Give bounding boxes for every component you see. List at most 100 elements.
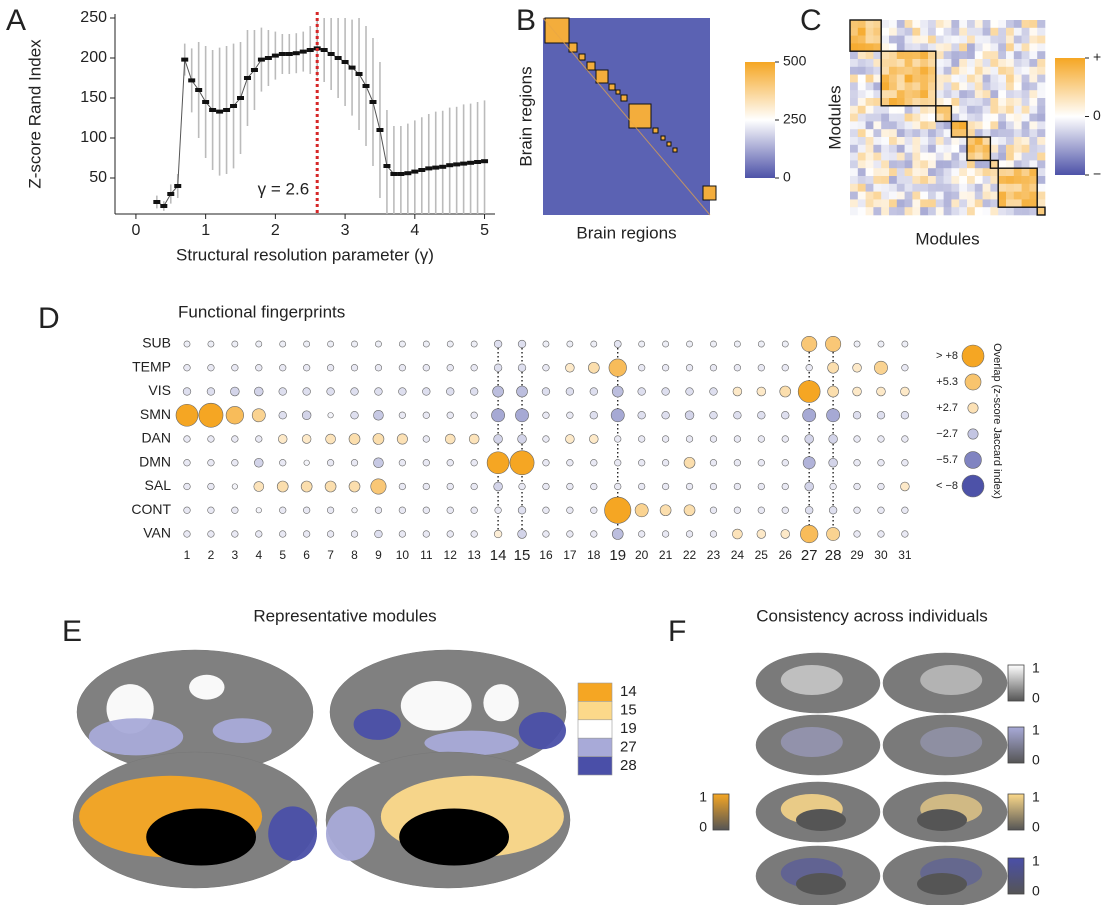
dot: [542, 506, 550, 514]
matrix-cell: [959, 160, 968, 169]
column-label: 18: [587, 548, 601, 562]
matrix-cell: [920, 121, 929, 130]
matrix-cell: [857, 121, 866, 130]
dot: [566, 530, 574, 538]
module-block: [544, 17, 570, 44]
y-tick-label: 250: [80, 9, 107, 26]
dot: [733, 435, 741, 443]
matrix-cell: [920, 199, 929, 208]
matrix-cell: [1029, 144, 1038, 153]
matrix-cell: [990, 121, 999, 130]
matrix-cell: [1006, 59, 1015, 68]
matrix-cell: [974, 43, 983, 52]
dot: [805, 364, 813, 372]
data-point: [439, 164, 447, 169]
dot: [805, 506, 814, 515]
matrix-cell: [1006, 51, 1015, 60]
matrix-cell: [881, 168, 890, 177]
dot: [422, 506, 430, 514]
dot: [877, 506, 885, 514]
dot: [303, 340, 311, 348]
data-point: [453, 162, 461, 167]
matrix-cell: [982, 144, 991, 153]
matrix-cell: [935, 160, 944, 169]
matrix-cell: [873, 144, 882, 153]
matrix-cell: [1006, 74, 1015, 83]
matrix-cell: [881, 51, 890, 60]
data-point: [181, 57, 189, 62]
matrix-cell: [873, 27, 882, 36]
matrix-cell: [951, 43, 960, 52]
dot: [853, 530, 861, 538]
matrix-cell: [967, 191, 976, 200]
matrix-cell: [1013, 191, 1022, 200]
matrix-cell: [935, 207, 944, 216]
dot: [446, 482, 454, 491]
matrix-cell: [935, 98, 944, 107]
dot: [516, 385, 528, 398]
dot: [590, 482, 598, 491]
matrix-cell: [1029, 90, 1038, 99]
column-label: 4: [255, 548, 262, 562]
dot: [900, 411, 910, 420]
matrix-cell: [959, 27, 968, 36]
matrix-cell: [865, 74, 874, 83]
x-axis-label: Modules: [915, 229, 979, 248]
matrix-cell: [967, 20, 976, 29]
matrix-cell: [881, 35, 890, 44]
dot: [661, 435, 670, 443]
x-tick-label: 4: [410, 222, 419, 239]
matrix-cell: [928, 20, 937, 29]
matrix-cell: [1037, 121, 1046, 130]
matrix-cell: [920, 183, 929, 192]
matrix-cell: [974, 113, 983, 122]
dot: [852, 411, 862, 420]
matrix-cell: [912, 51, 921, 60]
dot: [491, 408, 505, 423]
column-label: 2: [208, 548, 215, 562]
matrix-cell: [951, 113, 960, 122]
dot: [207, 340, 215, 348]
matrix-cell: [1006, 199, 1015, 208]
matrix-cell: [951, 199, 960, 208]
matrix-cell: [912, 199, 921, 208]
matrix-cell: [857, 207, 866, 216]
dot: [470, 340, 478, 348]
matrix-cell: [998, 191, 1007, 200]
matrix-cell: [873, 59, 882, 68]
matrix-cell: [881, 176, 890, 185]
matrix-cell: [904, 74, 913, 83]
x-tick-label: 2: [271, 222, 280, 239]
dot: [207, 435, 215, 443]
dot: [757, 411, 766, 420]
matrix-cell: [865, 176, 874, 185]
matrix-cell: [928, 98, 937, 107]
matrix-cell: [1006, 90, 1015, 99]
matrix-cell: [982, 74, 991, 83]
brain-region: [780, 665, 843, 695]
dot: [301, 410, 312, 420]
matrix-cell: [928, 74, 937, 83]
dot: [828, 506, 838, 515]
brain-region: [189, 674, 225, 700]
dot: [183, 506, 191, 514]
matrix-cell: [920, 90, 929, 99]
data-point: [306, 48, 314, 52]
matrix-cell: [912, 98, 921, 107]
dot: [231, 506, 239, 514]
module-block: [935, 105, 953, 123]
matrix-cell: [920, 43, 929, 52]
data-point: [474, 160, 482, 164]
dot: [370, 478, 387, 495]
matrix-cell: [990, 98, 999, 107]
data-point: [327, 52, 335, 56]
matrix-cell: [1013, 20, 1022, 29]
matrix-cell: [982, 191, 991, 200]
dot: [303, 530, 311, 538]
matrix-cell: [1021, 74, 1030, 83]
matrix-cell: [1013, 168, 1022, 177]
matrix-cell: [873, 183, 882, 192]
data-point: [250, 68, 258, 72]
matrix-cell: [974, 199, 983, 208]
matrix-cell: [959, 105, 968, 114]
